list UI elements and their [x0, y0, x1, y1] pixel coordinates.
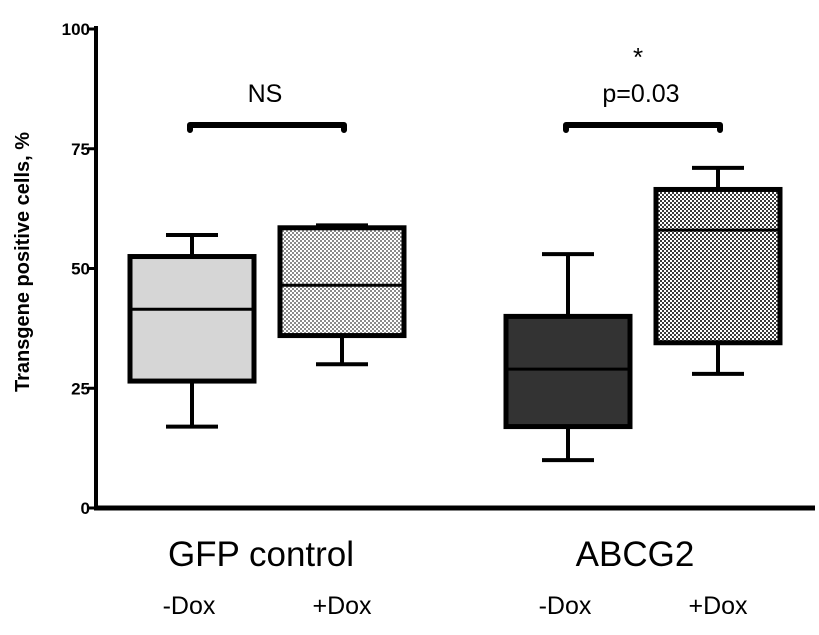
y-tick-label: 0	[81, 499, 90, 518]
comparison-label: NS	[248, 80, 283, 108]
y-tick-label: 50	[71, 260, 90, 279]
group-label: ABCG2	[576, 535, 695, 574]
box-label: -Dox	[539, 592, 592, 620]
bracket	[187, 122, 347, 133]
y-axis-label: Transgene positive cells, %	[12, 132, 34, 392]
y-tick-label: 25	[71, 379, 90, 398]
y-axis: 0 25 50 75 100	[62, 20, 98, 518]
box-label: +Dox	[688, 592, 748, 620]
group-label: GFP control	[168, 535, 354, 574]
box	[277, 225, 407, 339]
x-axis: GFP control -Dox +Dox ABCG2 -Dox +Dox	[94, 505, 815, 620]
y-tick-label: 100	[62, 20, 90, 39]
comparison-label: p=0.03	[602, 80, 679, 108]
box	[127, 254, 257, 384]
significance-brackets: NS p=0.03 *	[187, 42, 723, 133]
y-tick-label: 75	[71, 140, 90, 159]
box	[503, 313, 633, 430]
box-label: -Dox	[163, 592, 216, 620]
box-series	[127, 165, 783, 463]
box-label: +Dox	[312, 592, 372, 620]
bracket	[563, 122, 723, 133]
significance-star: *	[633, 42, 643, 72]
box	[653, 186, 783, 346]
